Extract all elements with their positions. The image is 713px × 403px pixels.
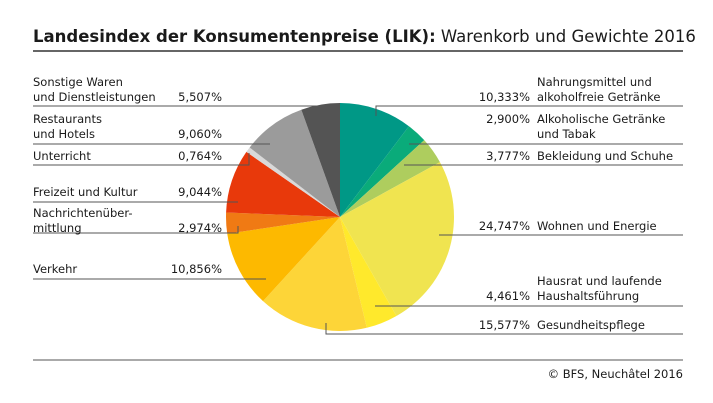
data-label: 9,060% (178, 127, 222, 141)
pie-slice (340, 162, 455, 317)
leader-line (33, 226, 239, 234)
data-label: 0,764% (178, 149, 222, 163)
category-label: mittlung (33, 221, 82, 235)
category-label: Restaurants (33, 112, 102, 126)
category-label: Alkoholische Getränke (537, 112, 665, 126)
pie-slices (226, 103, 455, 331)
pie-slice (226, 151, 340, 217)
category-label: und Dienstleistungen (33, 90, 156, 104)
category-label: Sonstige Waren (33, 75, 123, 89)
category-label: Unterricht (33, 149, 91, 163)
category-label: Freizeit und Kultur (33, 185, 138, 199)
leader-line (33, 153, 250, 166)
category-label: Verkehr (33, 262, 77, 276)
pie-slice (340, 126, 425, 217)
pie-slice (263, 217, 367, 331)
chart-title-bold: Landesindex der Konsumentenpreise (LIK): (33, 27, 436, 46)
source-note: © BFS, Neuchâtel 2016 (548, 367, 683, 381)
data-label: 10,333% (479, 90, 530, 104)
data-label: 4,461% (486, 289, 530, 303)
data-label: 2,900% (486, 112, 530, 126)
pie-slice (340, 140, 440, 217)
data-label: 9,044% (178, 185, 222, 199)
data-label: 5,507% (178, 90, 222, 104)
leader-line (325, 323, 683, 335)
pie-slice (227, 217, 340, 302)
data-label: 15,577% (479, 318, 530, 332)
category-label: Nahrungsmittel und (537, 75, 652, 89)
leader-line (375, 105, 683, 116)
category-label: und Tabak (537, 127, 596, 141)
category-label: Hausrat und laufende (537, 274, 662, 288)
category-label: und Hotels (33, 127, 95, 141)
data-label: 3,777% (486, 149, 530, 163)
pie-slice (246, 147, 340, 217)
category-label: Wohnen und Energie (537, 219, 657, 233)
category-label: Haushaltsführung (537, 289, 639, 303)
data-label: 10,856% (171, 262, 222, 276)
category-label: alkoholfreie Getränke (537, 90, 660, 104)
category-label: Gesundheitspflege (537, 318, 645, 332)
pie-slice (226, 212, 340, 234)
category-label: Nachrichtenüber- (33, 206, 132, 220)
pie-slice (340, 103, 409, 217)
pie-slice (340, 217, 397, 328)
data-label: 2,974% (178, 221, 222, 235)
chart-title: Landesindex der Konsumentenpreise (LIK):… (33, 27, 696, 46)
data-label: 24,747% (479, 219, 530, 233)
category-label: Bekleidung und Schuhe (537, 149, 673, 163)
pie-slice (301, 103, 340, 217)
chart-title-rest: Warenkorb und Gewichte 2016 (436, 27, 696, 46)
pie-slice (249, 109, 340, 217)
